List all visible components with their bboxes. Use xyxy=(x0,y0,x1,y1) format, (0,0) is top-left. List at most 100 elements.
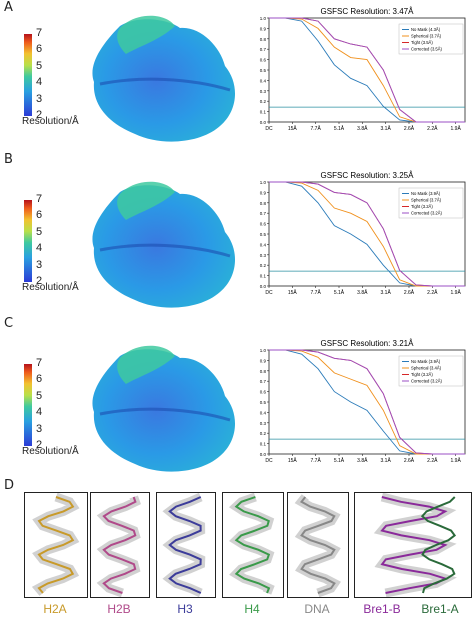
y-tick-label: 0.0 xyxy=(260,452,267,457)
x-tick-label: 15Å xyxy=(288,289,298,296)
legend-entry: No Mask (3.9Å) xyxy=(411,359,441,364)
chain-label: H3 xyxy=(177,602,193,616)
y-tick-label: 0.0 xyxy=(260,120,267,125)
x-tick-label: 2.2Å xyxy=(427,125,438,132)
legend-entry: Tight (3.5Å) xyxy=(411,40,433,45)
resolution-colorbar xyxy=(24,364,32,446)
colorbar-tick: 5 xyxy=(36,389,43,402)
fsc-plot-a: GSFSC Resolution: 3.47Å 1.0 0.9 0.8 0.7 0.6 0.… xyxy=(255,6,473,141)
y-tick-label: 0.5 xyxy=(260,232,267,237)
density-map xyxy=(92,345,236,472)
resolution-colorbar xyxy=(24,34,32,116)
x-tick-label: 1.9Å xyxy=(451,125,462,132)
fsc-plot-c: GSFSC Resolution: 3.21Å 1.0 0.9 0.8 0.7 0.6 0.… xyxy=(255,338,473,473)
fsc-title: GSFSC Resolution: 3.21Å xyxy=(321,339,415,348)
density-fit-box xyxy=(222,492,284,598)
y-tick-label: 1.0 xyxy=(260,180,267,185)
colorbar-tick: 7 xyxy=(36,27,43,39)
y-tick-label: 0.7 xyxy=(260,211,267,216)
chain-label: H2A xyxy=(43,602,67,616)
y-tick-label: 0.9 xyxy=(260,358,267,363)
y-tick-label: 0.2 xyxy=(260,431,267,436)
y-tick-label: 1.0 xyxy=(260,16,267,21)
fsc-series-corrected xyxy=(269,17,465,123)
x-tick-label: DC xyxy=(265,290,273,296)
y-tick-label: 0.1 xyxy=(260,110,267,115)
x-tick-label: 15Å xyxy=(288,457,298,464)
y-tick-label: 0.4 xyxy=(260,78,267,83)
x-tick-label: 7.7Å xyxy=(311,289,322,296)
x-tick-label: 3.8Å xyxy=(357,125,368,132)
y-tick-label: 0.5 xyxy=(260,68,267,73)
panel-letter-a: A xyxy=(4,0,13,15)
legend-entry: Spherical (3.7Å) xyxy=(411,198,442,203)
x-tick-label: 5.1Å xyxy=(334,289,345,296)
legend-entry: Corrected (3.5Å) xyxy=(411,47,443,52)
density-mesh xyxy=(162,492,206,598)
x-tick-label: 3.1Å xyxy=(381,289,392,296)
y-tick-label: 0.7 xyxy=(260,379,267,384)
chain-label: H2B xyxy=(107,602,131,616)
colorbar-tick: 7 xyxy=(36,193,43,205)
colorbar-label: Resolution/Å xyxy=(22,446,79,457)
y-tick-label: 0.7 xyxy=(260,47,267,52)
x-tick-label: 2.6Å xyxy=(404,289,415,296)
chain-label: H4 xyxy=(244,602,260,616)
x-tick-label: 5.1Å xyxy=(334,125,345,132)
x-tick-label: 3.1Å xyxy=(381,125,392,132)
legend-entry: Tight (3.2Å) xyxy=(411,372,433,377)
x-tick-label: 7.7Å xyxy=(311,457,322,464)
density-mesh xyxy=(373,492,457,598)
colorbar-label: Resolution/Å xyxy=(22,282,79,293)
legend-entry: Corrected (3.2Å) xyxy=(411,379,443,384)
colorbar-tick: 7 xyxy=(36,357,43,369)
colorbar-tick: 4 xyxy=(36,406,43,419)
legend-box xyxy=(398,355,464,387)
y-tick-label: 0.5 xyxy=(260,400,267,405)
density-mesh xyxy=(228,492,275,595)
density-mesh xyxy=(294,494,341,598)
y-tick-label: 0.8 xyxy=(260,369,267,374)
resolution-colorbar xyxy=(24,200,32,282)
colorbar-tick: 6 xyxy=(36,43,43,56)
panel-letter-d: D xyxy=(4,478,15,493)
fsc-series-corrected xyxy=(269,181,465,287)
x-tick-label: DC xyxy=(265,126,273,132)
density-fit-box xyxy=(287,492,349,598)
colorbar-tick: 6 xyxy=(36,373,43,386)
x-tick-label: 3.8Å xyxy=(357,457,368,464)
y-tick-label: 0.8 xyxy=(260,201,267,206)
y-tick-label: 0.6 xyxy=(260,222,267,227)
x-tick-label: 2.6Å xyxy=(404,457,415,464)
x-tick-label: 15Å xyxy=(288,125,298,132)
fsc-title: GSFSC Resolution: 3.25Å xyxy=(321,171,415,180)
colorbar-tick: 4 xyxy=(36,76,43,89)
density-fit-box xyxy=(24,492,88,598)
y-tick-label: 0.9 xyxy=(260,26,267,31)
legend-entry: Tight (3.2Å) xyxy=(411,204,433,209)
y-tick-label: 0.8 xyxy=(260,37,267,42)
density-fit-box xyxy=(354,492,472,598)
chain-label: Bre1-A xyxy=(421,602,459,616)
legend-entry: Spherical (3.4Å) xyxy=(411,366,442,371)
legend-entry: Corrected (3.2Å) xyxy=(411,211,443,216)
y-tick-label: 0.4 xyxy=(260,242,267,247)
colorbar-label: Resolution/Å xyxy=(22,116,79,127)
panel-letter-c: C xyxy=(4,316,14,331)
legend-box xyxy=(398,23,464,55)
x-tick-label: 1.9Å xyxy=(451,289,462,296)
y-tick-label: 0.2 xyxy=(260,263,267,268)
colorbar-tick: 3 xyxy=(36,258,43,271)
legend-box xyxy=(398,187,464,219)
density-fit-box xyxy=(90,492,150,598)
fsc-series-corrected xyxy=(269,349,465,455)
y-tick-label: 0.3 xyxy=(260,421,267,426)
legend-entry: No Mask (4.3Å) xyxy=(411,27,441,32)
chain-label: DNA xyxy=(304,602,330,616)
x-tick-label: 7.7Å xyxy=(311,125,322,132)
colorbar-tick: 5 xyxy=(36,59,43,72)
fsc-title: GSFSC Resolution: 3.47Å xyxy=(321,7,415,16)
x-tick-label: 2.2Å xyxy=(427,457,438,464)
x-tick-label: 3.1Å xyxy=(381,457,392,464)
x-tick-label: 5.1Å xyxy=(334,457,345,464)
